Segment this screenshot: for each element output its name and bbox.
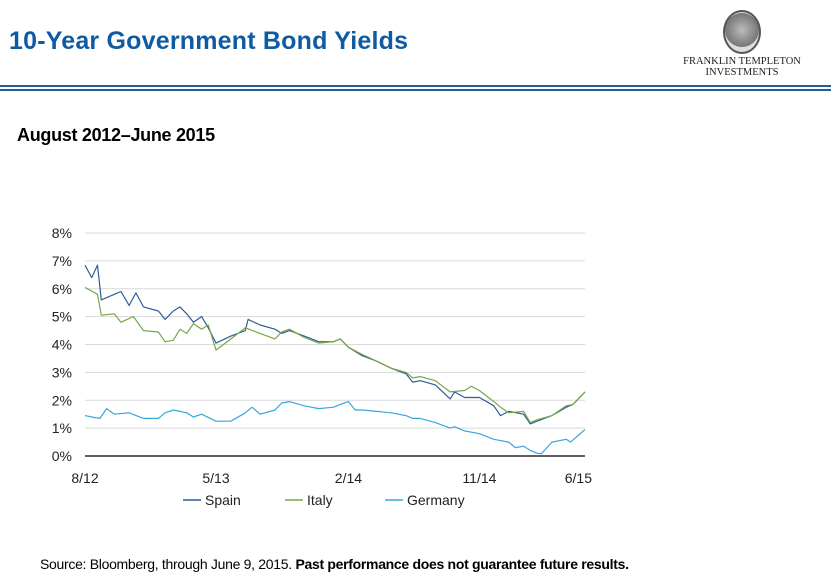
x-tick-label: 8/12 [71,470,98,486]
y-tick-label: 6% [52,281,72,297]
y-tick-label: 1% [52,420,72,436]
portrait-icon [723,10,761,54]
x-tick-label: 6/15 [565,470,592,486]
x-tick-label: 2/14 [335,470,362,486]
legend-label-germany: Germany [407,492,465,508]
x-tick-label: 5/13 [202,470,229,486]
disclaimer-text: Past performance does not guarantee futu… [295,556,629,572]
legend-label-spain: Spain [205,492,241,508]
chart-title: August 2012–June 2015 [17,125,215,145]
y-tick-label: 4% [52,337,72,353]
page-title: 10-Year Government Bond Yields [9,27,409,55]
y-tick-label: 8% [52,225,72,241]
header-divider-bottom [0,89,831,91]
franklin-templeton-logo: FRANKLIN TEMPLETON INVESTMENTS [672,10,812,78]
series-line-spain [84,264,586,425]
logo-line-2: INVESTMENTS [705,67,779,78]
source-text: Source: Bloomberg, through June 9, 2015. [40,556,292,572]
y-tick-label: 3% [52,364,72,380]
y-tick-label: 2% [52,392,72,408]
logo-line-1: FRANKLIN TEMPLETON [683,56,801,67]
x-tick-label: 11/14 [462,470,496,486]
series-line-italy [84,286,586,424]
y-tick-label: 0% [52,448,72,464]
legend-label-italy: Italy [307,492,333,508]
header-divider-top [0,85,831,87]
y-tick-label: 7% [52,253,72,269]
logo-text: FRANKLIN TEMPLETON INVESTMENTS [672,56,812,78]
source-note: Source: Bloomberg, through June 9, 2015.… [40,556,629,572]
series-line-germany [84,401,586,455]
y-tick-label: 5% [52,309,72,325]
